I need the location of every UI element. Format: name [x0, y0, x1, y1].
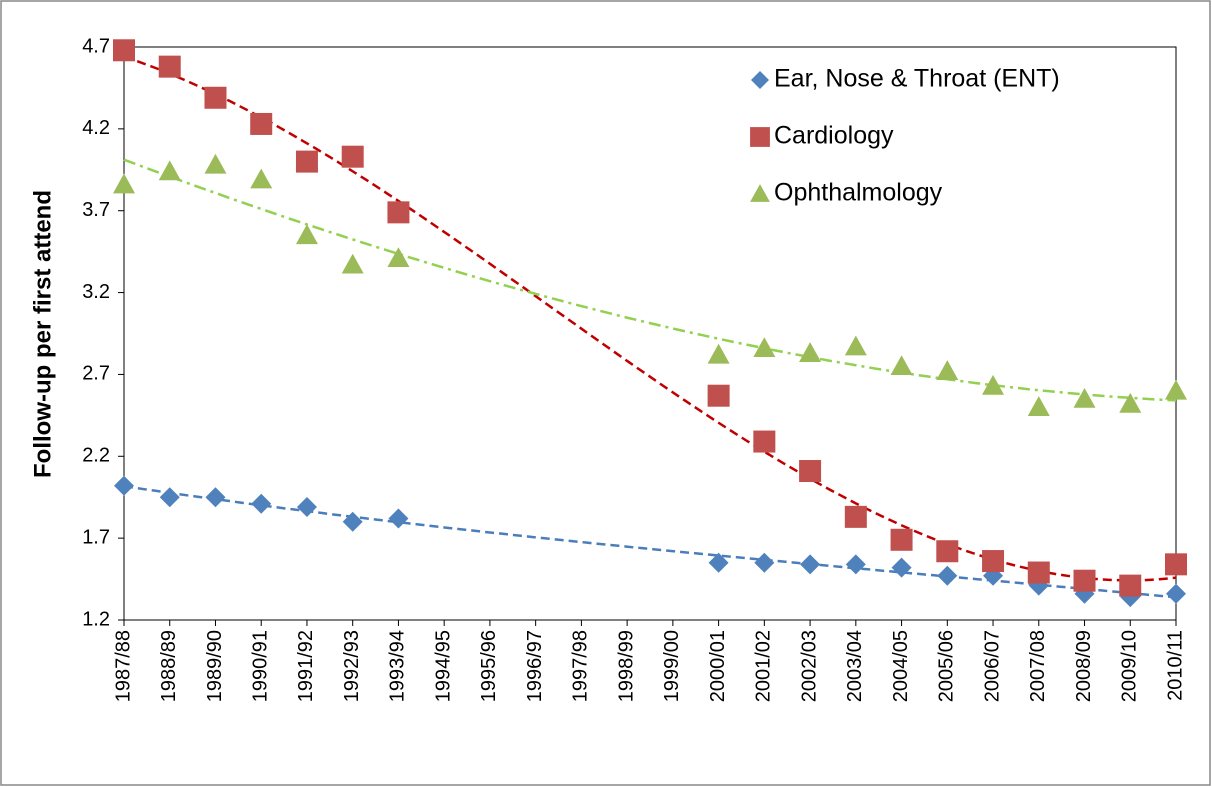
data-point: [982, 550, 1005, 573]
data-point: [936, 540, 959, 563]
data-point: [114, 475, 134, 496]
y-tick-label: 2.7: [82, 363, 110, 385]
x-tick-label: 1999/00: [661, 630, 683, 702]
data-point: [799, 460, 822, 483]
data-point: [1166, 583, 1186, 604]
x-tick-label: 1990/91: [249, 630, 271, 702]
data-point: [341, 145, 364, 168]
legend-marker: [750, 127, 770, 147]
data-point: [251, 493, 272, 514]
data-point: [158, 160, 181, 181]
data-point: [113, 173, 135, 194]
x-tick-label: 2010/11: [1164, 630, 1186, 701]
x-tick-label: 2005/06: [936, 630, 958, 702]
data-point: [754, 552, 775, 573]
data-point: [388, 508, 409, 529]
y-axis-label: Follow-up per first attend: [29, 190, 56, 478]
data-point: [890, 528, 913, 551]
data-point: [1165, 379, 1187, 400]
data-point: [707, 343, 730, 364]
legend-marker: [751, 71, 769, 89]
data-point: [387, 201, 410, 224]
x-tick-label: 2004/05: [890, 630, 912, 702]
data-point: [342, 511, 363, 532]
data-point: [250, 112, 273, 135]
x-tick-label: 1998/99: [615, 630, 637, 702]
x-tick-label: 2003/04: [844, 630, 866, 702]
plot-area: [123, 46, 1177, 621]
trendline: [123, 484, 1177, 599]
x-tick-label: 1996/97: [524, 630, 546, 702]
data-point: [753, 430, 776, 453]
legend-text: Ophthalmology: [774, 179, 943, 207]
data-point: [158, 55, 181, 78]
data-point: [1027, 561, 1050, 584]
data-point: [982, 374, 1005, 395]
x-tick-label: 1988/89: [158, 630, 180, 702]
x-tick-label: 2009/10: [1119, 630, 1141, 702]
x-tick-label: 2007/08: [1027, 630, 1049, 702]
data-point: [341, 253, 364, 274]
data-point: [295, 224, 318, 245]
data-point: [204, 86, 227, 109]
legend-text: Ear, Nose & Throat (ENT): [774, 65, 1060, 93]
x-tick-label: 2008/09: [1073, 630, 1095, 702]
data-point: [937, 565, 958, 586]
data-point: [1165, 553, 1187, 576]
data-point: [891, 557, 912, 578]
data-point: [1073, 387, 1096, 408]
x-tick-label: 1987/88: [112, 630, 134, 702]
data-point: [295, 150, 318, 173]
data-point: [800, 554, 821, 575]
x-tick-label: 2000/01: [707, 630, 729, 702]
data-point: [799, 342, 822, 362]
data-point: [296, 497, 317, 518]
data-point: [707, 384, 730, 407]
legend-marker: [750, 184, 770, 202]
data-point: [204, 153, 227, 174]
y-tick-label: 1.7: [82, 526, 110, 548]
y-tick-label: 3.7: [82, 199, 110, 221]
trendline: [123, 158, 1177, 402]
data-point: [205, 487, 226, 508]
x-tick-label: 2002/03: [798, 630, 820, 702]
y-tick-label: 4.7: [82, 35, 110, 57]
data-point: [845, 554, 866, 575]
data-point: [1119, 392, 1142, 413]
x-tick-label: 1989/90: [204, 630, 226, 702]
x-tick-label: 1993/94: [387, 630, 409, 702]
y-tick-label: 3.2: [82, 281, 110, 303]
data-point: [113, 39, 135, 62]
x-tick-label: 1992/93: [341, 630, 363, 702]
data-point: [708, 552, 729, 573]
x-tick-label: 2001/02: [753, 630, 775, 702]
data-point: [753, 337, 776, 358]
x-tick-label: 1995/96: [478, 630, 500, 702]
x-tick-label: 1991/92: [295, 630, 317, 702]
data-point: [1073, 569, 1096, 592]
legend-text: Cardiology: [774, 122, 894, 150]
x-tick-label: 1994/95: [432, 630, 454, 702]
data-point: [1119, 574, 1142, 597]
data-point: [936, 360, 959, 380]
y-tick-label: 4.2: [82, 117, 110, 139]
x-tick-label: 1997/98: [570, 630, 592, 702]
y-tick-label: 1.2: [82, 608, 110, 630]
x-tick-label: 2006/07: [981, 630, 1003, 702]
data-point: [844, 335, 867, 356]
data-point: [1027, 396, 1050, 416]
y-tick-label: 2.2: [82, 445, 110, 467]
data-point: [250, 168, 273, 189]
data-point: [844, 505, 867, 528]
data-point: [890, 355, 913, 376]
data-point: [387, 247, 410, 267]
data-point: [159, 487, 180, 508]
